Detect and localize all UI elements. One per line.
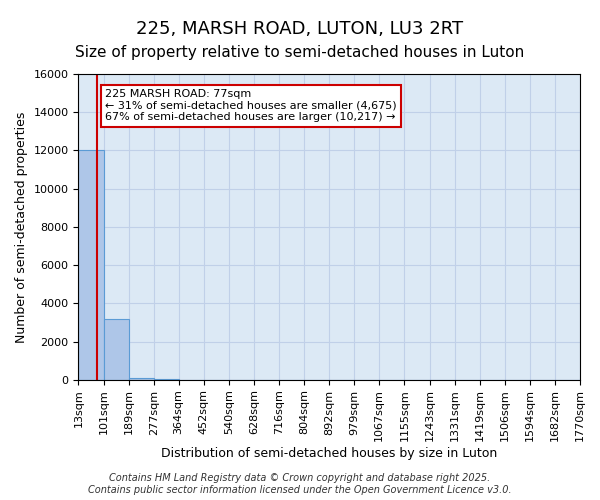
Text: 225 MARSH ROAD: 77sqm
← 31% of semi-detached houses are smaller (4,675)
67% of s: 225 MARSH ROAD: 77sqm ← 31% of semi-deta… [105,90,397,122]
Text: Contains HM Land Registry data © Crown copyright and database right 2025.
Contai: Contains HM Land Registry data © Crown c… [88,474,512,495]
Bar [104,318,128,380]
Y-axis label: Number of semi-detached properties: Number of semi-detached properties [15,111,28,342]
Bar [79,150,104,380]
Bar [154,379,179,380]
Text: 225, MARSH ROAD, LUTON, LU3 2RT: 225, MARSH ROAD, LUTON, LU3 2RT [136,20,464,38]
Bar [128,378,154,380]
X-axis label: Distribution of semi-detached houses by size in Luton: Distribution of semi-detached houses by … [161,447,497,460]
Text: Size of property relative to semi-detached houses in Luton: Size of property relative to semi-detach… [76,45,524,60]
